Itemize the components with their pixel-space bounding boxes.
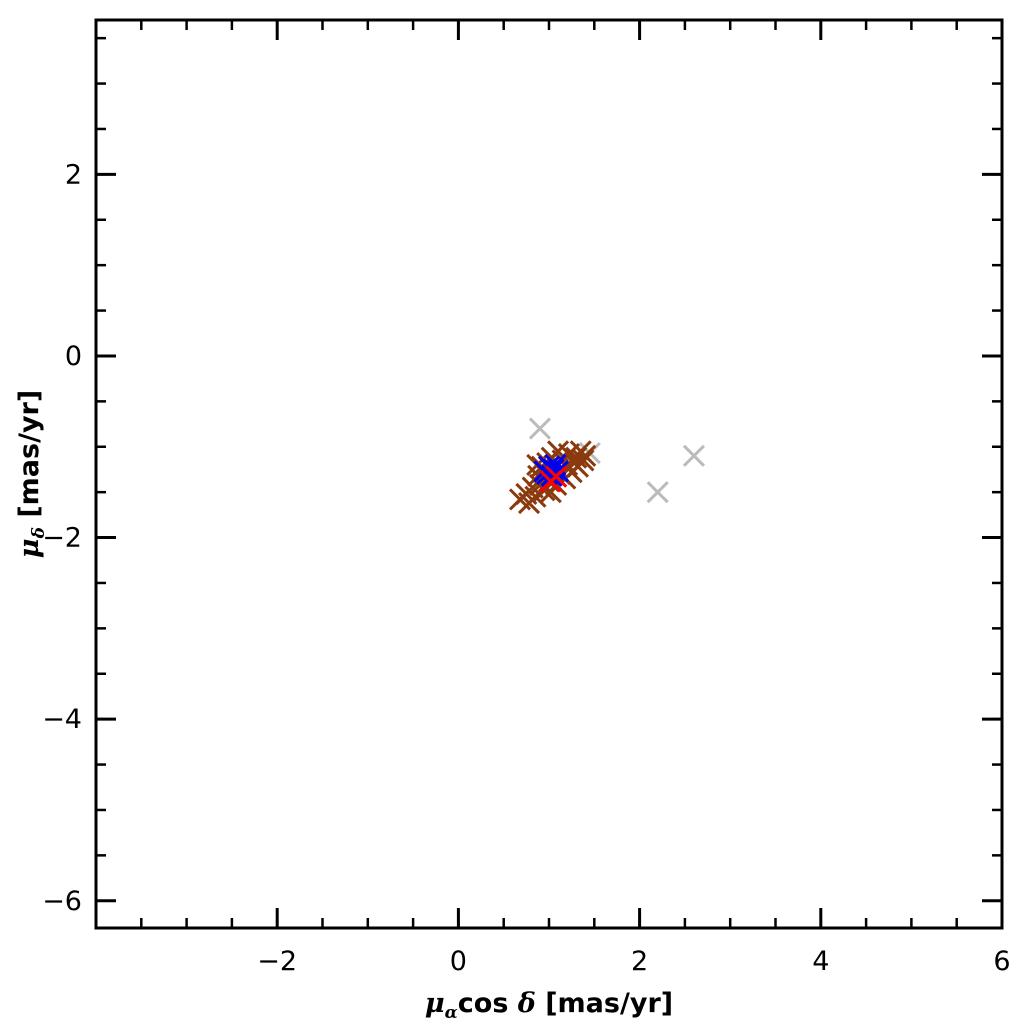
major-ticks	[96, 20, 1004, 928]
x-tick-label: 2	[631, 946, 648, 977]
x-tick-label: 4	[812, 946, 829, 977]
y-tick-label: 2	[65, 159, 82, 190]
x-label-mu: μ	[425, 988, 445, 1019]
point-stroke-b	[545, 465, 568, 488]
data-point	[646, 481, 669, 504]
x-label-sub: α	[445, 1003, 458, 1023]
y-tick-label: −4	[42, 704, 82, 735]
x-tick-labels: −2 0 2 4 6	[257, 946, 1010, 977]
x-label-delta: δ	[517, 988, 536, 1019]
y-tick-label: −2	[42, 523, 82, 554]
point-stroke-b	[572, 449, 595, 472]
x-tick-label: 0	[450, 946, 467, 977]
y-tick-label: −6	[42, 886, 82, 917]
data-point	[574, 444, 597, 467]
x-tick-label: −2	[257, 946, 297, 977]
point-stroke-b	[574, 444, 597, 467]
x-axis-label: μαcos δ [mas/yr]	[425, 988, 673, 1023]
data-point	[528, 417, 552, 440]
x-label-mid: cos	[458, 988, 518, 1019]
x-tick-label: 6	[993, 946, 1010, 977]
point-stroke-b	[546, 440, 570, 463]
y-axis-label: μδ [mas/yr]	[14, 390, 49, 558]
x-label-units: [mas/yr]	[536, 988, 673, 1019]
point-stroke-b	[682, 444, 706, 467]
data-point	[682, 444, 706, 467]
data-point	[545, 465, 568, 488]
series-2	[533, 453, 570, 487]
data-point	[572, 449, 595, 472]
point-stroke-b	[528, 417, 552, 440]
point-stroke-b	[539, 481, 562, 504]
y-tick-label: 0	[65, 341, 82, 372]
y-label-mu: μ	[14, 538, 45, 558]
series-3	[539, 465, 568, 493]
y-label-units: [mas/yr]	[14, 390, 45, 527]
y-label-sub: δ	[29, 527, 49, 539]
data-points	[508, 417, 706, 515]
point-stroke-b	[646, 481, 669, 504]
y-tick-labels: −6 −4 −2 0 2	[42, 159, 82, 916]
